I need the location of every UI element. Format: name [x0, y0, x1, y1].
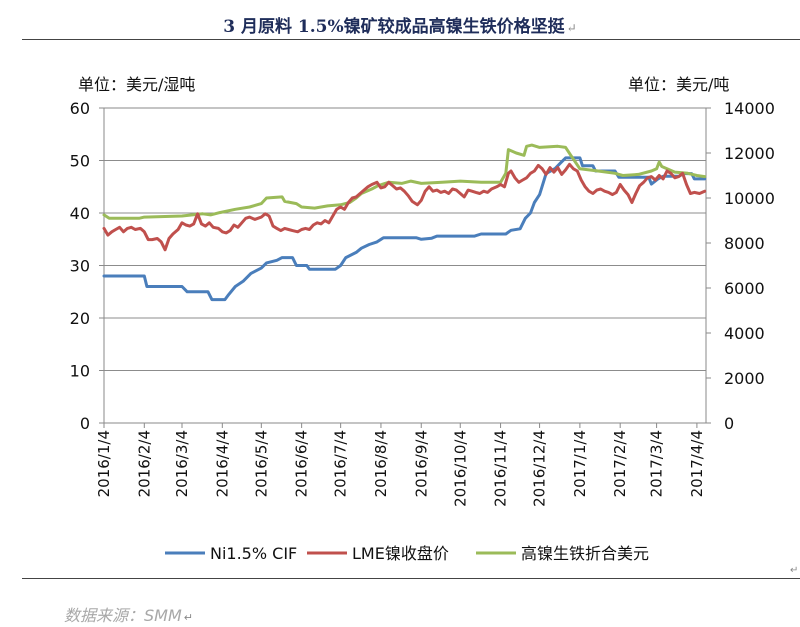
series-line-2 — [102, 162, 707, 252]
chart-canvas: 0 10 20 30 40 50 60 0 2000 4000 6000 8000 10000 1200… — [70, 75, 775, 563]
series-line-1 — [102, 156, 707, 302]
x-tick-label: 2016/9/4 — [412, 430, 430, 497]
legend-label: 高镍生铁折合美元 — [521, 544, 649, 563]
x-tick-label: 2016/5/4 — [252, 430, 270, 497]
series-line-3 — [102, 143, 707, 220]
series-layer — [102, 143, 707, 302]
y-tick-right-label: 12000 — [724, 144, 775, 163]
y-tick-right-label: 14000 — [724, 99, 775, 118]
y-tick-left-label: 0 — [80, 414, 90, 433]
y-tick-left-label: 50 — [70, 152, 90, 171]
bottom-divider — [22, 578, 800, 579]
y-tick-left-label: 10 — [70, 362, 90, 381]
y-axis-right: 0 2000 4000 6000 8000 10000 12000 14000 — [706, 99, 775, 433]
x-tick-label: 2016/10/4 — [451, 430, 469, 507]
y-axis-left-label: 单位：美元/湿吨 — [78, 75, 195, 94]
y-tick-right-label: 4000 — [724, 324, 765, 343]
source-note: 数据来源：SMM ↵ — [64, 606, 193, 625]
y-axis-left: 0 10 20 30 40 50 60 — [70, 99, 104, 433]
y-tick-right-label: 10000 — [724, 189, 775, 208]
return-mark: ↵ — [790, 565, 799, 576]
y-tick-left-label: 40 — [70, 204, 90, 223]
x-tick-label: 2016/7/4 — [332, 430, 350, 497]
y-tick-right-label: 6000 — [724, 279, 765, 298]
x-tick-label: 2016/11/4 — [492, 430, 510, 507]
x-tick-label: 2017/2/4 — [611, 430, 629, 497]
x-tick-label: 2016/12/4 — [531, 430, 549, 507]
legend: Ni1.5% CIF LME镍收盘价 高镍生铁折合美元 — [165, 544, 649, 563]
x-tick-label: 2016/3/4 — [173, 430, 191, 497]
page-title: 3 月原料 1.5%镍矿较成品高镍生铁价格坚挺 ↵ — [223, 17, 577, 37]
x-tick-label: 2016/2/4 — [135, 430, 153, 497]
x-axis: 2016/1/4 2016/2/4 2016/3/4 2016/4/4 2016/5/4… — [95, 423, 706, 507]
x-tick-label: 2016/4/4 — [213, 430, 231, 497]
legend-label: LME镍收盘价 — [352, 544, 449, 563]
x-tick-label: 2017/1/4 — [571, 430, 589, 497]
y-tick-left-label: 30 — [70, 257, 90, 276]
return-mark: ↵ — [183, 611, 193, 624]
top-divider — [22, 39, 800, 40]
y-tick-left-label: 20 — [70, 309, 90, 328]
return-mark: ↵ — [566, 21, 577, 35]
x-tick-label: 2016/6/4 — [293, 430, 311, 497]
y-tick-right-label: 2000 — [724, 369, 765, 388]
x-tick-label: 2017/3/4 — [648, 430, 666, 497]
y-axis-right-label: 单位：美元/吨 — [628, 75, 729, 94]
y-tick-left-label: 60 — [70, 99, 90, 118]
x-tick-label: 2016/8/4 — [372, 430, 390, 497]
y-tick-right-label: 8000 — [724, 234, 765, 253]
legend-label: Ni1.5% CIF — [210, 544, 297, 563]
x-tick-label: 2017/4/4 — [688, 430, 706, 497]
x-tick-label: 2016/1/4 — [95, 430, 113, 497]
y-tick-right-label: 0 — [724, 414, 734, 433]
